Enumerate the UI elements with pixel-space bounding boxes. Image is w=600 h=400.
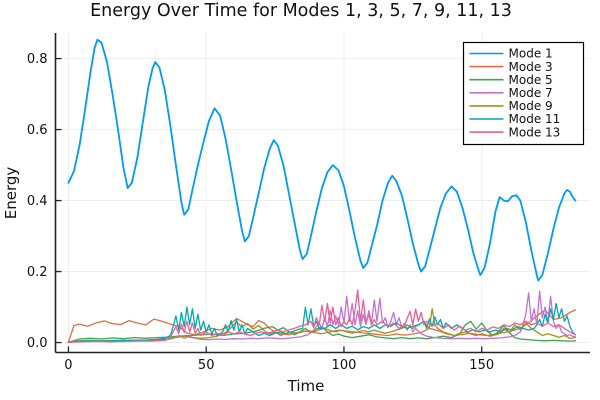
- y-tick-label: 0.6: [27, 123, 48, 138]
- x-tick-label: 100: [332, 358, 357, 373]
- series-line-mode-5: [67, 320, 577, 343]
- x-tick-label: 0: [64, 358, 72, 373]
- legend-label: Mode 9: [509, 99, 553, 113]
- legend-label: Mode 5: [509, 73, 553, 87]
- x-tick-label: 150: [469, 358, 494, 373]
- series-line-mode-9: [67, 308, 577, 343]
- y-tick-label: 0.2: [27, 265, 48, 280]
- series-line-mode-7: [67, 290, 577, 343]
- axes: [54, 33, 590, 354]
- legend-label: Mode 3: [509, 60, 553, 74]
- x-tick-label: 50: [198, 358, 215, 373]
- y-tick-label: 0.4: [27, 194, 48, 209]
- legend-label: Mode 13: [509, 125, 561, 139]
- y-tick-label: 0.0: [27, 336, 48, 351]
- chart-title: Energy Over Time for Modes 1, 3, 5, 7, 9…: [90, 1, 512, 21]
- x-axis-label: Time: [287, 377, 325, 395]
- series-lines: [67, 38, 577, 343]
- series-line-mode-1: [67, 38, 577, 282]
- legend-label: Mode 1: [509, 47, 553, 61]
- series-line-mode-11: [67, 302, 577, 343]
- series-line-mode-13: [67, 289, 577, 343]
- tick-labels: 0 50 100 150 0.0 0.2 0.4 0.6 0.8: [27, 52, 494, 373]
- legend-label: Mode 7: [509, 86, 553, 100]
- legend-label: Mode 11: [509, 112, 561, 126]
- y-axis-label: Energy: [2, 167, 20, 220]
- y-tick-label: 0.8: [27, 52, 48, 67]
